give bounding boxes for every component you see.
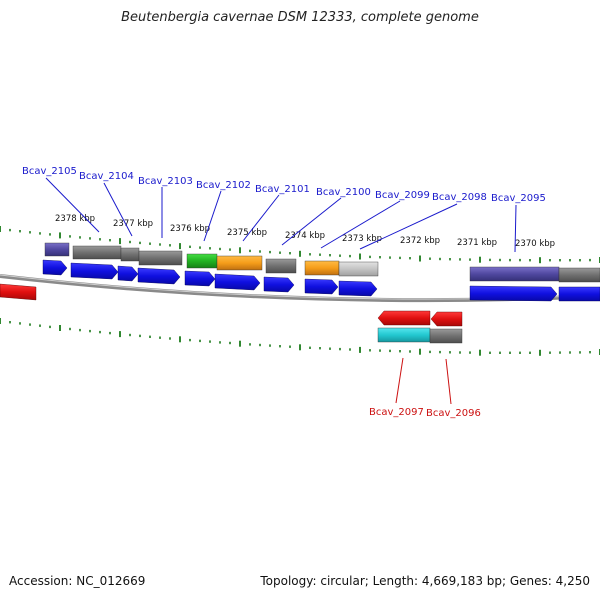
scale-label-2378: 2378 kbp	[55, 214, 95, 224]
cds-arrow-forward[interactable]	[42, 259, 68, 276]
scale-label-2376: 2376 kbp	[170, 224, 210, 234]
cds-arrow-forward[interactable]	[70, 262, 119, 280]
scale-label-2377: 2377 kbp	[113, 219, 153, 229]
cds-arrow-forward[interactable]	[184, 270, 216, 287]
feature-block-orange[interactable]	[304, 260, 340, 276]
cds-arrow-forward[interactable]	[469, 285, 558, 302]
feature-block-cyan[interactable]	[377, 327, 431, 343]
upper-feature-track	[44, 242, 600, 283]
scale-labels: 2378 kbp 2377 kbp 2376 kbp 2375 kbp 2374…	[55, 214, 555, 249]
feature-block-orange[interactable]	[216, 255, 263, 271]
reverse-cds-track	[0, 283, 463, 327]
scale-label-2374: 2374 kbp	[285, 231, 325, 241]
lower-scale-ticks	[0, 318, 600, 356]
cds-arrow-reverse[interactable]	[377, 310, 431, 326]
feature-block-gray[interactable]	[138, 250, 183, 266]
upper-scale-ticks	[0, 226, 600, 264]
feature-block-lightgray[interactable]	[338, 261, 379, 277]
gene-label-bcav-2099[interactable]: Bcav_2099	[375, 190, 430, 201]
scale-label-2371: 2371 kbp	[457, 238, 497, 248]
cds-arrow-forward[interactable]	[304, 278, 339, 295]
feature-block-gray[interactable]	[558, 267, 600, 283]
lower-feature-track	[377, 327, 463, 344]
feature-block-green[interactable]	[186, 253, 218, 269]
gene-label-bcav-2102[interactable]: Bcav_2102	[196, 180, 251, 191]
gene-label-bcav-2095[interactable]: Bcav_2095	[491, 193, 546, 204]
cds-arrow-reverse[interactable]	[430, 311, 463, 327]
scale-label-2373: 2373 kbp	[342, 234, 382, 244]
feature-block-gray[interactable]	[72, 245, 122, 260]
gene-label-bcav-2103[interactable]: Bcav_2103	[138, 176, 193, 187]
forward-gene-labels: Bcav_2105 Bcav_2104 Bcav_2103 Bcav_2102 …	[22, 166, 546, 204]
feature-block-gray[interactable]	[265, 258, 297, 274]
gene-label-bcav-2105[interactable]: Bcav_2105	[22, 166, 77, 177]
gene-label-bcav-2097[interactable]: Bcav_2097	[369, 407, 424, 418]
topology-summary: Topology: circular; Length: 4,669,183 bp…	[260, 574, 590, 588]
reverse-gene-labels: Bcav_2097 Bcav_2096	[369, 407, 481, 419]
scale-label-2370: 2370 kbp	[515, 239, 555, 249]
gene-label-bcav-2104[interactable]: Bcav_2104	[79, 171, 134, 182]
reverse-leader-lines	[395, 357, 452, 405]
scale-label-2372: 2372 kbp	[400, 236, 440, 246]
feature-block-gray[interactable]	[429, 328, 463, 344]
cds-arrow-forward[interactable]	[137, 267, 181, 285]
cds-arrow-forward[interactable]	[214, 273, 261, 291]
map-title: Beutenbergia cavernae DSM 12333, complet…	[121, 10, 479, 25]
cds-arrow-forward[interactable]	[263, 276, 295, 293]
gene-label-bcav-2098[interactable]: Bcav_2098	[432, 192, 487, 203]
accession-text: Accession: NC_012669	[9, 574, 146, 588]
feature-block-gray[interactable]	[120, 247, 140, 262]
forward-leader-lines	[45, 177, 517, 253]
cds-block-reverse-partial[interactable]	[0, 283, 37, 301]
feature-block-purple-left[interactable]	[44, 242, 70, 257]
cds-arrow-forward[interactable]	[117, 265, 139, 282]
gene-label-bcav-2096[interactable]: Bcav_2096	[426, 408, 481, 419]
feature-block-purple-right[interactable]	[469, 266, 560, 282]
forward-cds-track	[42, 259, 600, 302]
scale-label-2375: 2375 kbp	[227, 228, 267, 238]
cds-arrow-forward[interactable]	[338, 280, 378, 297]
gene-label-bcav-2100[interactable]: Bcav_2100	[316, 187, 371, 198]
cds-arrow-forward[interactable]	[558, 286, 600, 302]
gene-label-bcav-2101[interactable]: Bcav_2101	[255, 184, 310, 195]
